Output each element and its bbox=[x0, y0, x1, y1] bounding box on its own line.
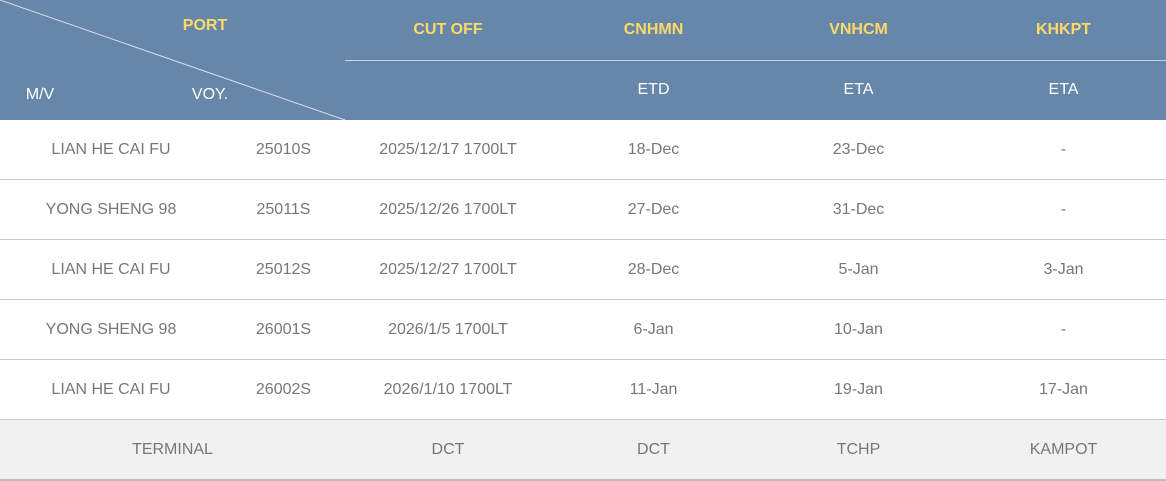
vnhcm-header: VNHCM bbox=[829, 21, 888, 38]
voy-cell: 26002S bbox=[255, 381, 312, 398]
header-divider bbox=[345, 60, 1166, 61]
mv-header: M/V bbox=[25, 86, 55, 103]
mv-cell: YONG SHENG 98 bbox=[45, 321, 177, 338]
cnhmn-cell: 11-Jan bbox=[629, 381, 678, 398]
cutoff-cell: 2025/12/26 1700LT bbox=[379, 201, 517, 218]
khkpt-cell: 3-Jan bbox=[1043, 261, 1084, 278]
port-header: PORT bbox=[182, 17, 228, 34]
cnhmn-header: CNHMN bbox=[623, 21, 684, 38]
cutoff-cell: 2025/12/17 1700LT bbox=[379, 141, 517, 158]
cutoff-cell: 2026/1/5 1700LT bbox=[388, 321, 508, 338]
cnhmn-cell: 27-Dec bbox=[627, 201, 680, 218]
vnhcm-cell: 23-Dec bbox=[832, 141, 885, 158]
khkpt-cell: - bbox=[1060, 321, 1067, 338]
khkpt-cell: - bbox=[1060, 201, 1067, 218]
vnhcm-cell: 5-Jan bbox=[838, 261, 879, 278]
cnhmn-cell: 18-Dec bbox=[627, 141, 680, 158]
cutoff-cell: 2025/12/27 1700LT bbox=[379, 261, 517, 278]
terminal-row: TERMINAL DCT DCT TCHP KAMPOT bbox=[0, 420, 1166, 481]
table-row: LIAN HE CAI FU 25010S 2025/12/17 1700LT 18-… bbox=[0, 120, 1166, 180]
mv-cell: LIAN HE CAI FU bbox=[51, 381, 171, 398]
table-header: PORT M/V VOY. CUT OFF CNHMN ETD VNHCM ET… bbox=[0, 0, 1166, 120]
terminal-cutoff: DCT bbox=[431, 441, 465, 458]
vnhcm-cell: 19-Jan bbox=[834, 381, 883, 398]
mv-cell: LIAN HE CAI FU bbox=[51, 141, 171, 158]
terminal-vnhcm: TCHP bbox=[836, 441, 881, 458]
vnhcm-sub: ETA bbox=[843, 81, 874, 98]
khkpt-cell: 17-Jan bbox=[1039, 381, 1088, 398]
voy-cell: 25012S bbox=[255, 261, 312, 278]
table-row: LIAN HE CAI FU 25012S 2025/12/27 1700LT 28-… bbox=[0, 240, 1166, 300]
voy-cell: 25010S bbox=[255, 141, 312, 158]
voy-cell: 25011S bbox=[256, 201, 311, 218]
table-row: YONG SHENG 98 25011S 2025/12/26 1700LT 27-D… bbox=[0, 180, 1166, 240]
khkpt-sub: ETA bbox=[1048, 81, 1079, 98]
table-row: YONG SHENG 98 26001S 2026/1/5 1700LT 6-Jan 1… bbox=[0, 300, 1166, 360]
voy-header: VOY. bbox=[191, 86, 229, 103]
mv-cell: YONG SHENG 98 bbox=[45, 201, 177, 218]
khkpt-cell: - bbox=[1060, 141, 1067, 158]
terminal-cnhmn: DCT bbox=[637, 441, 670, 458]
mv-cell: LIAN HE CAI FU bbox=[51, 261, 171, 278]
cutoff-cell: 2026/1/10 1700LT bbox=[383, 381, 513, 398]
terminal-label: TERMINAL bbox=[132, 441, 213, 458]
vnhcm-cell: 31-Dec bbox=[832, 201, 885, 218]
cutoff-header: CUT OFF bbox=[413, 21, 483, 38]
voy-cell: 26001S bbox=[255, 321, 312, 338]
cnhmn-sub: ETD bbox=[637, 81, 670, 98]
diagonal-divider bbox=[0, 0, 346, 120]
khkpt-header: KHKPT bbox=[1035, 21, 1092, 38]
vnhcm-cell: 10-Jan bbox=[834, 321, 883, 338]
cnhmn-cell: 28-Dec bbox=[627, 261, 680, 278]
table-row: LIAN HE CAI FU 26002S 2026/1/10 1700LT 11-J… bbox=[0, 360, 1166, 420]
cnhmn-cell: 6-Jan bbox=[633, 321, 674, 338]
terminal-khkpt: KAMPOT bbox=[1029, 441, 1098, 458]
